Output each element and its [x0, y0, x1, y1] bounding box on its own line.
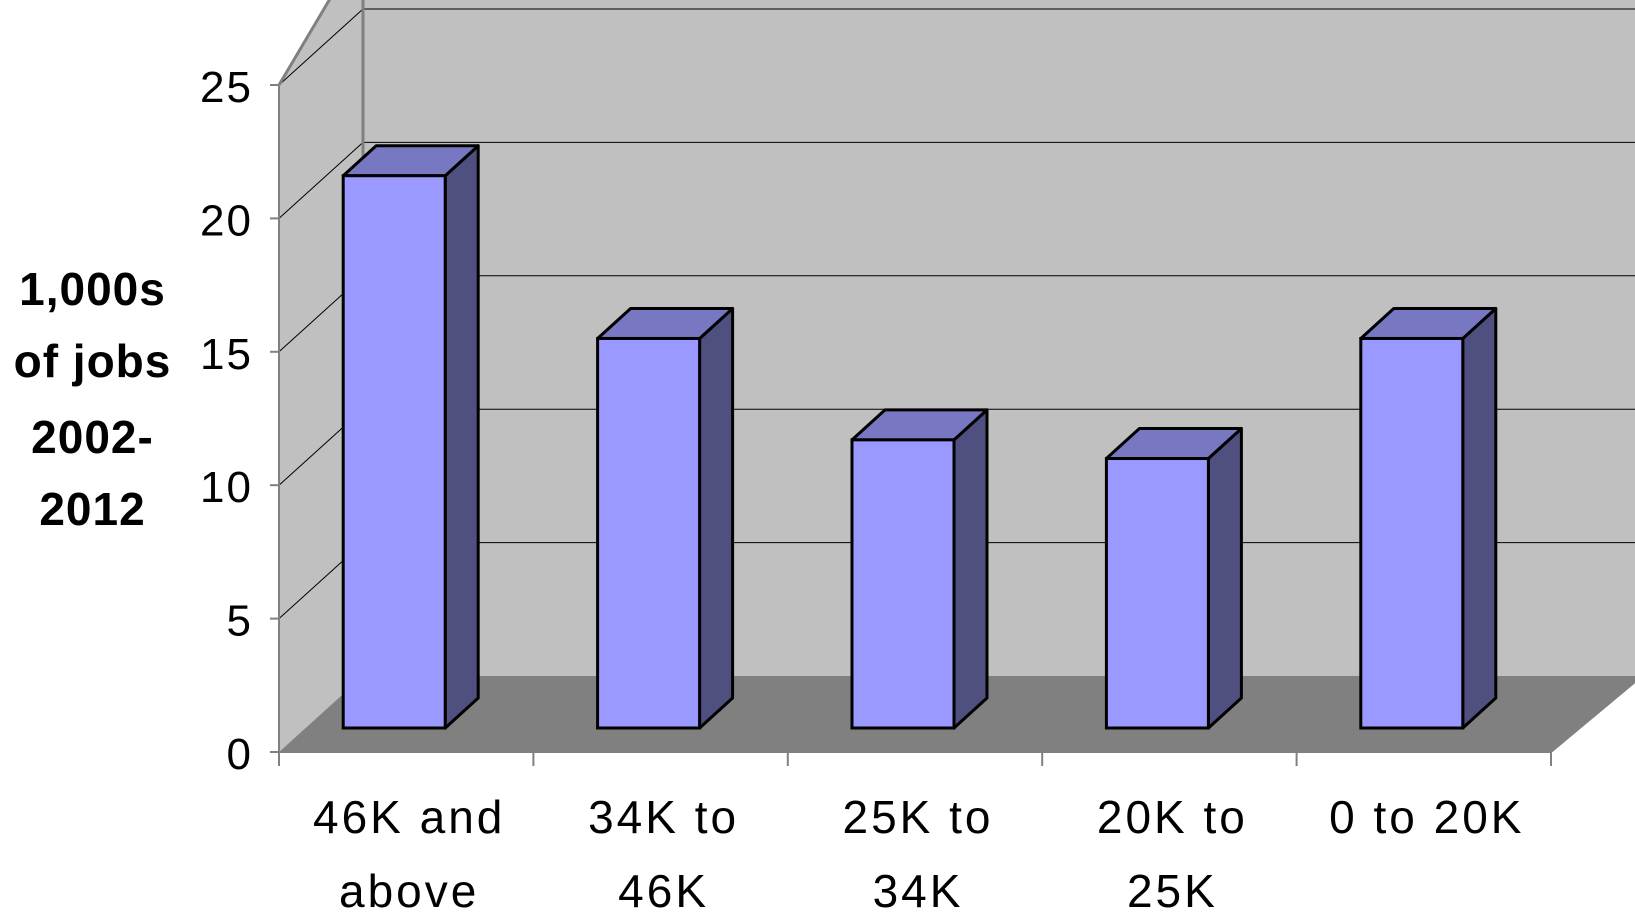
y-tick-label-20: 20 — [200, 196, 253, 245]
bar-2 — [850, 408, 989, 730]
y-axis-label-line-2: of jobs — [13, 335, 172, 387]
y-axis-label-line-3: 2002- — [31, 411, 154, 463]
gridline-side-20 — [278, 142, 364, 219]
x-tick-label-3-line-0: 20K to — [1097, 791, 1248, 843]
bar-front-4 — [1359, 336, 1465, 730]
y-tick-label-5: 5 — [227, 597, 253, 646]
bar-side-3 — [1206, 427, 1243, 730]
x-tick-label-1-line-0: 34K to — [588, 791, 739, 843]
y-axis-label-line-1: 1,000s — [19, 263, 166, 315]
floor-right-edge — [1550, 681, 1635, 753]
bar-side-1 — [698, 306, 735, 730]
x-tick-label-1-line-1: 46K — [618, 865, 709, 914]
bar-front-0 — [341, 174, 447, 730]
x-tick-label-0-line-0: 46K and — [313, 791, 505, 843]
x-tick-label-0-line-1: above — [339, 865, 479, 914]
gridline-side-25 — [278, 8, 364, 86]
x-tick-label-2-line-1: 34K — [873, 865, 964, 914]
bar-1 — [596, 306, 735, 730]
y-tick-label-10: 10 — [200, 463, 253, 512]
bar-0 — [341, 144, 480, 730]
y-tick-label-0: 0 — [227, 730, 253, 779]
side-wall-top-edge — [277, 0, 332, 86]
y-axis-label-line-4: 2012 — [39, 483, 146, 535]
x-tick-label-4-line-0: 0 to 20K — [1329, 791, 1524, 843]
bar-front-2 — [850, 438, 956, 730]
x-tick-label-3-line-1: 25K — [1127, 865, 1218, 914]
bar-side-2 — [952, 408, 989, 730]
bar-front-3 — [1104, 457, 1210, 730]
bar-side-0 — [443, 144, 480, 730]
x-tick-label-2-line-0: 25K to — [843, 791, 994, 843]
bar-side-4 — [1461, 306, 1498, 730]
bar-3 — [1104, 427, 1243, 730]
y-tick-label-25: 25 — [200, 63, 253, 112]
bar-front-1 — [596, 336, 702, 730]
y-tick-label-15: 15 — [200, 330, 253, 379]
bar-4 — [1359, 306, 1498, 730]
